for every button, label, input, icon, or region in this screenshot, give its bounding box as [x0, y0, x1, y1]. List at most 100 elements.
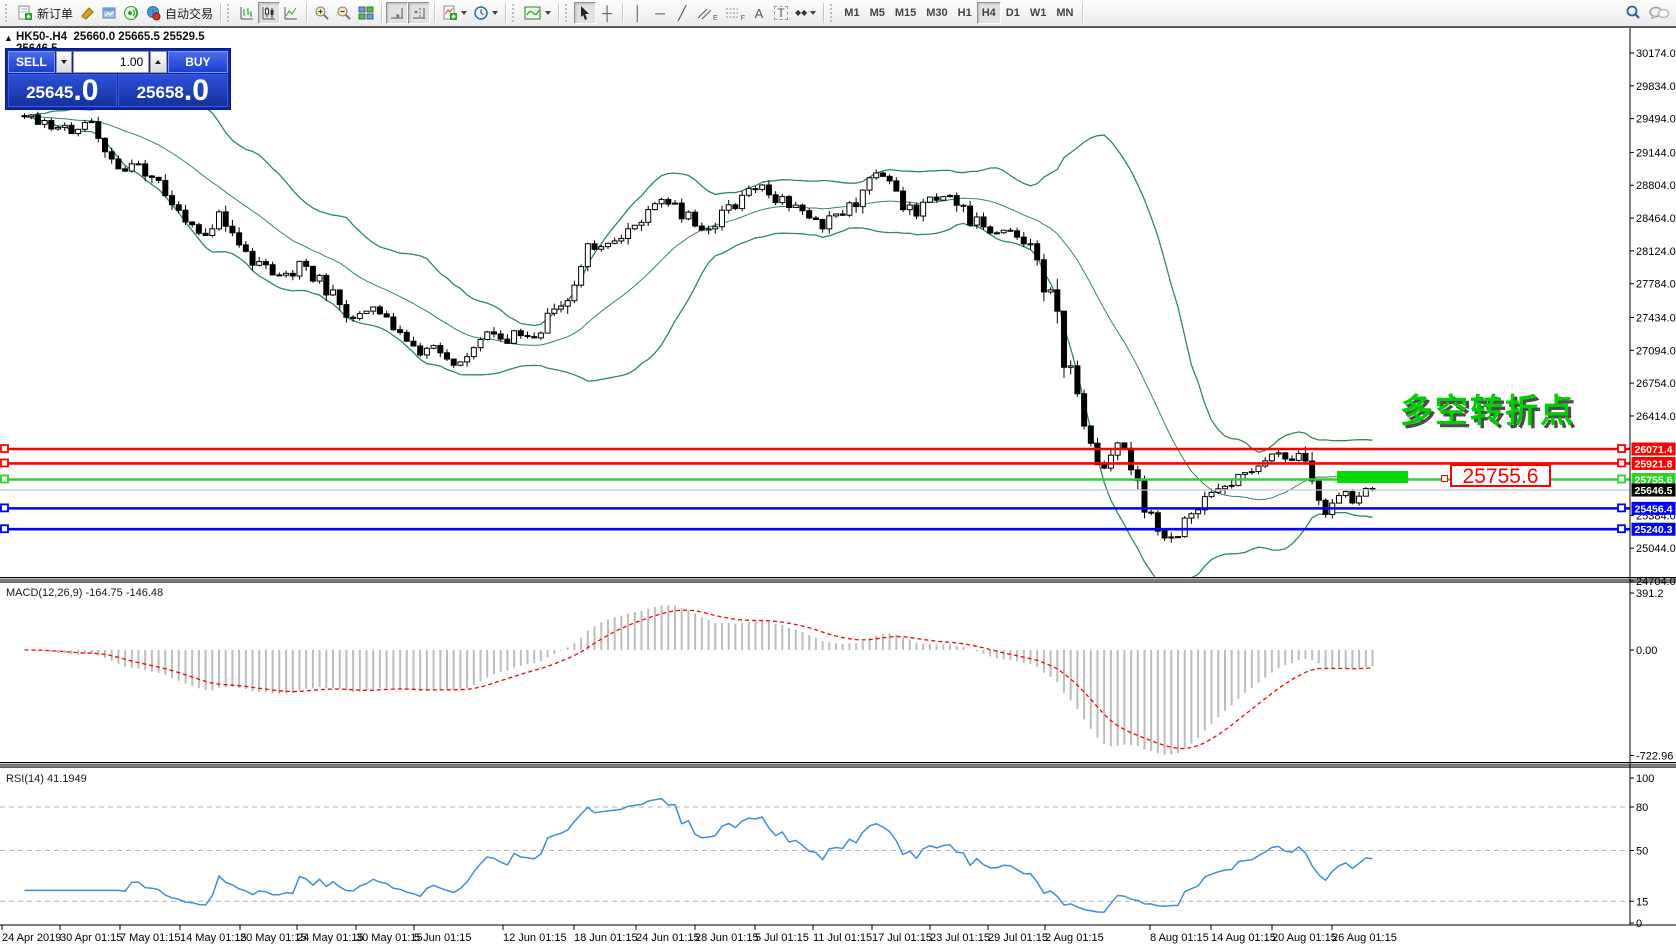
line-chart-button[interactable] — [280, 2, 302, 24]
volume-input[interactable] — [73, 51, 150, 73]
svg-text:27094.0: 27094.0 — [1636, 345, 1676, 357]
alerts-button[interactable] — [120, 2, 142, 24]
triangle-down-icon — [60, 60, 67, 64]
styler-icon — [79, 5, 95, 21]
svg-text:28 Jun 01:15: 28 Jun 01:15 — [695, 932, 759, 944]
indicators-icon — [442, 5, 458, 21]
timeframe-m15-button[interactable]: M15 — [890, 2, 921, 24]
dropdown-caret-icon — [492, 11, 499, 15]
candlestick-chart-button[interactable] — [258, 2, 281, 24]
auto-scroll-button[interactable] — [386, 2, 409, 24]
svg-text:25240.3: 25240.3 — [1635, 524, 1673, 536]
fibonacci-button[interactable]: F — [721, 2, 748, 24]
vertical-line-button[interactable]: │ — [627, 2, 649, 24]
styler-button[interactable] — [76, 2, 98, 24]
timeframe-m30-button[interactable]: M30 — [921, 2, 952, 24]
chart-shift-button[interactable] — [408, 2, 431, 24]
highlight-rectangle[interactable] — [1337, 471, 1408, 483]
svg-text:0.00: 0.00 — [1636, 645, 1657, 657]
svg-text:12 Jun 01:15: 12 Jun 01:15 — [503, 932, 567, 944]
timeframe-m1-button[interactable]: M1 — [839, 2, 864, 24]
sell-button[interactable]: SELL — [8, 51, 55, 73]
channel-sub-label: E — [713, 15, 718, 22]
price-callout-label[interactable]: 25755.6 — [1450, 464, 1551, 488]
search-button[interactable] — [1621, 2, 1645, 24]
svg-text:24704.0: 24704.0 — [1636, 576, 1676, 588]
new-order-button[interactable]: 新订单 — [14, 2, 76, 24]
callout-anchor-marker — [1441, 475, 1448, 482]
search-icon — [1624, 4, 1642, 22]
rsi-pane[interactable] — [0, 797, 1630, 913]
vertical-line-icon: │ — [633, 5, 643, 21]
autotrade-button[interactable]: 自动交易 — [142, 2, 216, 24]
svg-text:100: 100 — [1636, 773, 1654, 785]
timeframe-mn-button[interactable]: MN — [1051, 2, 1078, 24]
alerts-icon — [123, 5, 139, 21]
cursor-button[interactable] — [574, 2, 597, 24]
buy-price[interactable]: 25658.0 — [117, 74, 228, 107]
timeframe-d1-button[interactable]: D1 — [1001, 2, 1025, 24]
one-click-trading-panel: SELL BUY 25645.0 25658.0 — [5, 48, 231, 110]
toolbar-grip[interactable] — [512, 4, 517, 22]
volume-decrease-button[interactable] — [55, 51, 73, 73]
macd-pane[interactable] — [24, 605, 1374, 755]
text-tool-icon: A — [754, 5, 764, 21]
svg-text:29144.0: 29144.0 — [1636, 147, 1676, 159]
profiles-icon — [101, 5, 117, 21]
svg-text:29 Jul 01:15: 29 Jul 01:15 — [988, 932, 1048, 944]
svg-text:25456.4: 25456.4 — [1635, 503, 1673, 515]
timeframe-w1-button[interactable]: W1 — [1025, 2, 1052, 24]
indicators-button[interactable] — [439, 2, 470, 24]
horizontal-line-objects[interactable] — [0, 444, 1630, 534]
svg-text:11 Jul 01:15: 11 Jul 01:15 — [813, 932, 872, 944]
text-label-button[interactable]: T — [770, 2, 792, 24]
text-tool-button[interactable]: A — [748, 2, 770, 24]
profiles-button[interactable] — [98, 2, 120, 24]
svg-text:29834.0: 29834.0 — [1636, 81, 1676, 93]
trendline-button[interactable]: ╱ — [671, 2, 693, 24]
svg-text:26754.0: 26754.0 — [1636, 378, 1676, 390]
horizontal-line-icon: ─ — [655, 5, 665, 21]
fibonacci-sub-label: F — [740, 15, 745, 22]
horizontal-line-button[interactable]: ─ — [649, 2, 671, 24]
crosshair-button[interactable]: ┼ — [596, 2, 618, 24]
chat-button[interactable] — [1645, 2, 1673, 24]
buy-button[interactable]: BUY — [167, 51, 228, 73]
zoom-in-icon — [314, 5, 330, 21]
zoom-out-button[interactable] — [333, 2, 355, 24]
new-order-icon — [17, 5, 33, 21]
turning-point-annotation[interactable]: 多空转折点 — [1400, 392, 1575, 429]
arrows-button[interactable]: ◆◆ — [792, 2, 819, 24]
price-axis[interactable]: 30174.0 29834.0 29494.0 29144.0 28804.0 28464… — [1630, 48, 1676, 930]
toolbar-grip[interactable] — [830, 4, 835, 22]
toolbar-grip[interactable] — [5, 4, 10, 22]
volume-increase-button[interactable] — [150, 51, 167, 73]
bar-chart-button[interactable] — [236, 2, 258, 24]
toolbar-grip[interactable] — [227, 4, 232, 22]
svg-text:14 May 01:15: 14 May 01:15 — [180, 932, 247, 944]
collapse-icon[interactable]: ▲ — [4, 33, 13, 43]
sell-price[interactable]: 25645.0 — [8, 74, 117, 107]
timeframe-h1-button[interactable]: H1 — [953, 2, 977, 24]
toolbar-grip[interactable] — [565, 4, 570, 22]
svg-text:30 May 01:15: 30 May 01:15 — [356, 932, 423, 944]
timeframe-m5-button[interactable]: M5 — [865, 2, 890, 24]
main-pane[interactable] — [21, 95, 1376, 593]
zoom-in-button[interactable] — [311, 2, 333, 24]
bar-chart-icon — [239, 5, 255, 21]
timeframes-clock-button[interactable] — [470, 2, 501, 24]
new-order-label: 新订单 — [37, 6, 74, 21]
svg-text:18 Jun 01:15: 18 Jun 01:15 — [574, 932, 638, 944]
svg-text:8 Aug 01:15: 8 Aug 01:15 — [1150, 932, 1209, 944]
macd-indicator-label: MACD(12,26,9) -164.75 -146.48 — [6, 587, 164, 599]
timeframe-h4-button[interactable]: H4 — [976, 2, 1001, 24]
templates-button[interactable] — [521, 2, 554, 24]
tile-windows-button[interactable] — [355, 2, 377, 24]
svg-text:25044.0: 25044.0 — [1636, 543, 1676, 555]
svg-text:27434.0: 27434.0 — [1636, 312, 1676, 324]
channel-button[interactable]: E — [693, 2, 721, 24]
svg-text:0: 0 — [1636, 918, 1642, 930]
tile-windows-icon — [358, 5, 374, 21]
